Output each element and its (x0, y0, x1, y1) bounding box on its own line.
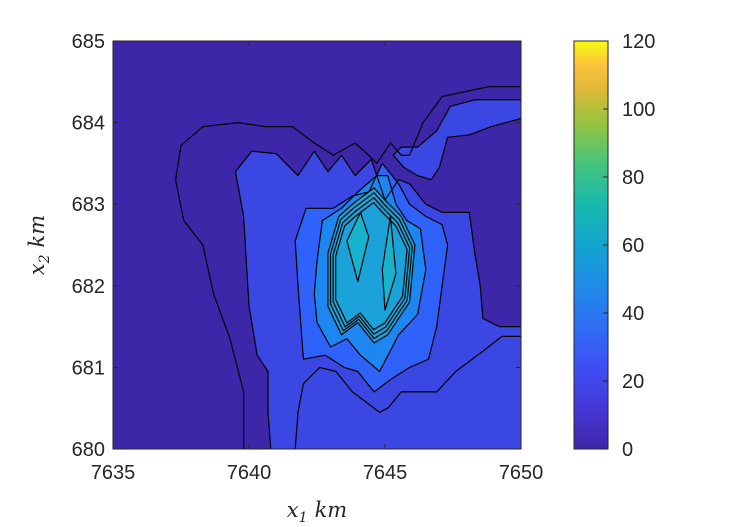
contour-line-level-10 (234, 150, 521, 449)
contour-line-inner-1 (329, 192, 413, 340)
x-axis-label-base: x (287, 498, 299, 522)
colorbar-tick-label: 120 (622, 31, 655, 53)
contour-line-level-5 (175, 86, 521, 449)
x-axis-label-sub: 1 (299, 510, 308, 526)
plot-frame (112, 40, 522, 450)
colorbar-tick-label: 20 (622, 371, 644, 393)
contour-line-level-10 (294, 335, 521, 449)
y-axis-label-base: x (25, 263, 49, 275)
contour-line-level-40 (327, 187, 416, 344)
x-tick-label: 7645 (363, 462, 408, 484)
colorbar-tick-label: 80 (622, 167, 644, 189)
contour-fill-level-40 (327, 187, 415, 343)
contour-line-level-30 (313, 175, 427, 373)
contour-fill-level-10 (393, 99, 521, 180)
y-tick-label: 682 (72, 276, 105, 298)
colorbar-tick-label: 100 (622, 99, 655, 121)
colorbar-ticks: 0 20 40 60 80 100 120 (603, 31, 655, 461)
contour-lines (175, 86, 521, 449)
colorbar-tick-label: 0 (622, 439, 633, 461)
x-tick-label: 7650 (499, 462, 544, 484)
y-axis-label-unit: km (25, 215, 49, 248)
y-tick-label: 685 (72, 31, 105, 53)
contour-line-level-20 (294, 162, 449, 393)
contour-line-inner-2 (332, 197, 411, 335)
y-axis-ticks: 680 681 682 683 684 685 (72, 31, 521, 461)
contour-line-level-50 (381, 215, 397, 311)
x-axis-ticks: 7635 7640 7645 7650 (91, 41, 544, 484)
y-axis-label: x2 km (25, 215, 53, 275)
contour-line-level-10 (392, 99, 521, 181)
colorbar (574, 41, 608, 449)
x-axis-label-unit: km (315, 498, 348, 522)
x-tick-label: 7635 (91, 462, 136, 484)
y-tick-label: 683 (72, 194, 105, 216)
y-tick-label: 681 (72, 357, 105, 379)
colorbar-tick-label: 40 (622, 303, 644, 325)
y-tick-label: 680 (72, 439, 105, 461)
contour-line-inner-3 (335, 202, 408, 331)
y-axis-label-sub: 2 (37, 254, 53, 264)
x-tick-label: 7640 (227, 462, 272, 484)
y-tick-label: 684 (72, 113, 105, 135)
colorbar-tick-label: 60 (622, 235, 644, 257)
contour-line-level-50 (346, 211, 370, 283)
x-axis-label: x1 km (287, 498, 347, 526)
